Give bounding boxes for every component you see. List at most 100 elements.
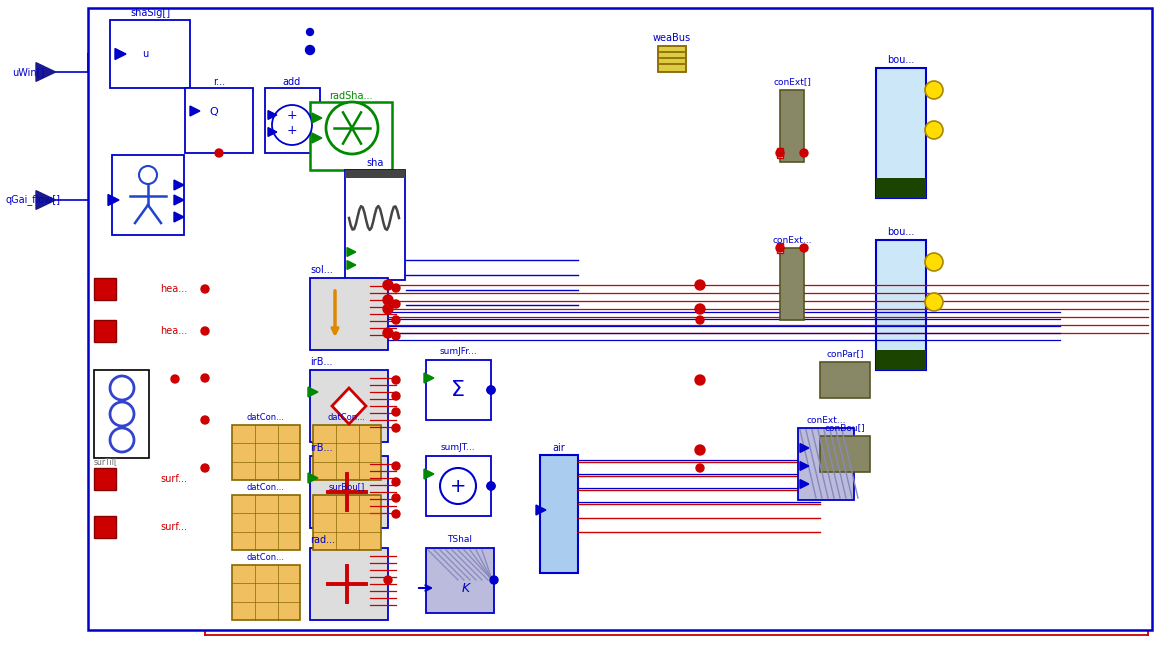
Text: +: +: [286, 123, 297, 136]
Circle shape: [776, 244, 785, 252]
Circle shape: [695, 304, 705, 314]
Circle shape: [384, 576, 392, 584]
Text: datCon...: datCon...: [247, 413, 285, 421]
Polygon shape: [347, 260, 356, 269]
Bar: [345, 170, 405, 280]
Bar: [799, 428, 854, 500]
Polygon shape: [800, 479, 809, 488]
Polygon shape: [347, 247, 356, 256]
Text: conExt...: conExt...: [772, 236, 811, 244]
Circle shape: [306, 28, 313, 36]
Circle shape: [392, 376, 400, 384]
Circle shape: [306, 47, 313, 54]
Text: conBou[]: conBou[]: [824, 424, 865, 433]
Circle shape: [392, 332, 400, 340]
Polygon shape: [800, 462, 809, 470]
Circle shape: [487, 386, 495, 394]
Circle shape: [201, 285, 210, 293]
Circle shape: [925, 81, 943, 99]
Bar: [426, 360, 491, 420]
Bar: [112, 155, 184, 235]
Text: irB...: irB...: [310, 443, 333, 453]
Bar: [310, 370, 388, 442]
Circle shape: [487, 482, 495, 490]
Circle shape: [111, 376, 134, 400]
Text: sha: sha: [367, 158, 384, 168]
Bar: [876, 240, 927, 370]
Polygon shape: [268, 128, 277, 136]
Polygon shape: [173, 195, 184, 205]
Circle shape: [326, 102, 378, 154]
Text: TShaI: TShaI: [447, 534, 473, 543]
Circle shape: [800, 149, 808, 157]
Text: add: add: [283, 77, 301, 87]
Text: +: +: [449, 477, 467, 495]
Text: irB...: irB...: [310, 357, 333, 367]
Text: surf...: surf...: [159, 474, 187, 484]
Circle shape: [487, 386, 495, 394]
Text: rad...: rad...: [310, 535, 335, 545]
Polygon shape: [115, 48, 126, 59]
Text: r...: r...: [213, 77, 225, 87]
Text: shaSig[]: shaSig[]: [130, 8, 170, 18]
Circle shape: [695, 445, 705, 455]
Bar: [778, 243, 783, 253]
Bar: [310, 278, 388, 350]
Bar: [658, 46, 686, 72]
Polygon shape: [424, 469, 434, 479]
Circle shape: [139, 166, 157, 184]
Bar: [94, 370, 149, 458]
Text: datCon...: datCon...: [247, 483, 285, 492]
Text: sumJT...: sumJT...: [441, 443, 475, 452]
Text: Σ: Σ: [450, 380, 464, 400]
Text: conExt[]: conExt[]: [773, 78, 811, 87]
Bar: [265, 88, 320, 153]
Polygon shape: [36, 191, 56, 209]
Text: Q: Q: [210, 107, 219, 117]
Bar: [313, 425, 381, 480]
Circle shape: [392, 316, 400, 324]
Polygon shape: [312, 113, 322, 123]
Circle shape: [776, 149, 785, 157]
Circle shape: [383, 280, 393, 290]
Polygon shape: [108, 194, 119, 205]
Circle shape: [201, 374, 210, 382]
Circle shape: [490, 576, 498, 584]
Text: uWin[]: uWin[]: [12, 67, 44, 77]
Circle shape: [201, 464, 210, 472]
Circle shape: [487, 482, 495, 490]
Circle shape: [392, 284, 400, 292]
Circle shape: [392, 462, 400, 470]
Text: air: air: [553, 443, 566, 453]
Text: bou...: bou...: [887, 227, 915, 237]
Bar: [345, 170, 405, 178]
Circle shape: [440, 468, 476, 504]
Bar: [426, 456, 491, 516]
Circle shape: [696, 316, 704, 324]
Circle shape: [392, 424, 400, 432]
Circle shape: [111, 402, 134, 426]
Circle shape: [201, 416, 210, 424]
Circle shape: [696, 464, 704, 472]
Polygon shape: [332, 388, 365, 424]
Text: conExt...: conExt...: [807, 415, 846, 424]
Bar: [111, 20, 190, 88]
Bar: [94, 468, 116, 490]
Bar: [310, 456, 388, 528]
Bar: [313, 495, 381, 550]
Polygon shape: [308, 387, 318, 397]
Bar: [310, 548, 388, 620]
Text: surf...: surf...: [159, 522, 187, 532]
Text: u: u: [142, 49, 148, 59]
Text: datCon...: datCon...: [328, 413, 365, 421]
Bar: [540, 455, 579, 573]
Text: surTil[: surTil[: [94, 457, 118, 466]
Bar: [876, 350, 927, 370]
Circle shape: [171, 375, 179, 383]
Polygon shape: [173, 212, 184, 222]
Circle shape: [201, 327, 210, 335]
Bar: [232, 425, 300, 480]
Bar: [819, 362, 870, 398]
Circle shape: [215, 149, 223, 157]
Circle shape: [392, 510, 400, 518]
